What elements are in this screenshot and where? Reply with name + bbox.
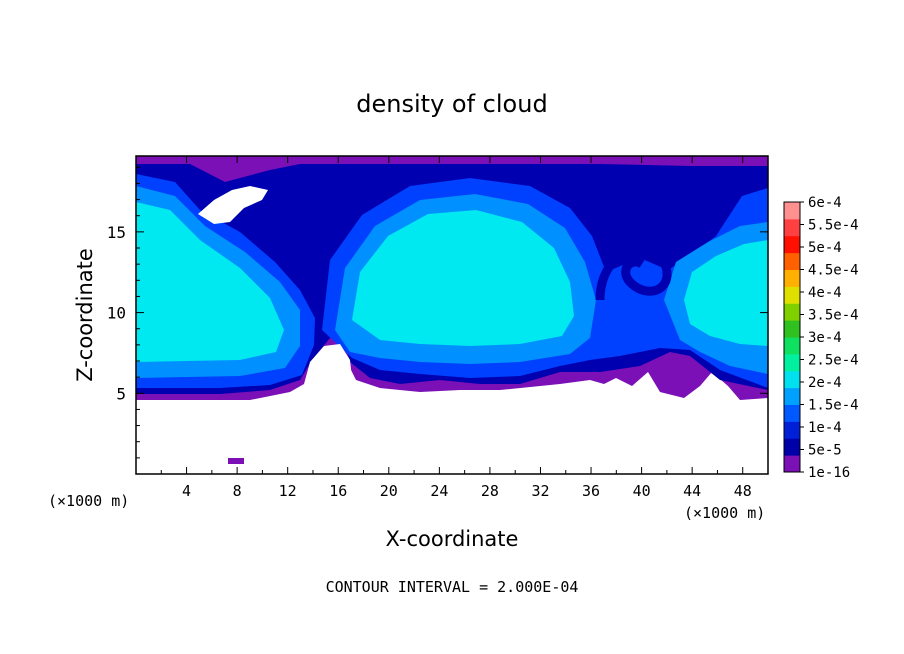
colorbar-swatch [784,320,800,338]
colorbar-swatch [784,202,800,220]
x-tick-label: 28 [481,482,499,500]
cloud-cyan-core-left [136,202,284,362]
colorbar-label: 5e-4 [808,240,842,256]
colorbar-label: 4e-4 [808,285,842,301]
x-tick-label: 12 [279,482,297,500]
x-tick-label: 40 [633,482,651,500]
x-tick-label: 20 [380,482,398,500]
colorbar-swatch [784,353,800,372]
colorbar-swatch [784,404,800,422]
x-tick-label: 48 [734,482,752,500]
y-tick-label: 5 [116,384,126,403]
colorbar-label: 1e-4 [808,420,842,436]
colorbar-label: 2e-4 [808,375,842,391]
x-axis: 4 8 12 16 20 24 28 32 36 40 44 48 [160,156,752,500]
colorbar-label: 5.5e-4 [808,218,859,234]
contour-interval-note: CONTOUR INTERVAL = 2.000E-04 [326,578,579,596]
y-tick-label: 10 [107,304,126,323]
colorbar-label: 1.5e-4 [808,398,859,414]
colorbar-swatch [784,387,800,406]
colorbar-label: 3e-4 [808,330,842,346]
colorbar-swatch [784,455,800,473]
colorbar-swatch [784,370,800,389]
cloud-field [136,156,768,474]
colorbar: 1e-16 5e-5 1e-4 1.5e-4 2e-4 2.5e-4 3e-4 3.5e-4 4… [783,195,859,481]
colorbar-swatch [784,218,800,237]
y-axis: 5 10 15 [107,166,768,459]
colorbar-swatch [784,252,800,271]
x-tick-label: 32 [531,482,549,500]
colorbar-swatch [784,269,800,287]
colorbar-swatch [784,286,800,304]
x-tick-label: 4 [182,482,191,500]
x-tick-label: 36 [582,482,600,500]
colorbar-label: 3.5e-4 [808,308,859,324]
colorbar-swatch [784,235,800,254]
y-axis-title: Z-coordinate [73,248,97,382]
colorbar-label: 1e-16 [808,465,850,481]
x-tick-label: 44 [683,482,701,500]
cloud-vortex-swirl [595,242,672,301]
x-tick-label: 8 [233,482,242,500]
colorbar-label: 6e-4 [808,195,842,211]
cloud-cyan-core-center [352,210,574,346]
isolated-cloud-patch [228,458,244,464]
chart-title: density of cloud [356,90,547,118]
colorbar-label: 5e-5 [808,443,842,459]
colorbar-swatch [784,421,800,439]
x-axis-title: X-coordinate [386,527,519,551]
cloud-gap-top-left [198,186,268,224]
plot-frame [135,155,769,475]
x-tick-label: 24 [430,482,448,500]
colorbar-label: 2.5e-4 [808,353,859,369]
y-tick-label: 15 [107,223,126,242]
x-tick-label: 16 [329,482,347,500]
colorbar-label: 4.5e-4 [808,263,859,279]
x-unit-label-right: (×1000 m) [684,504,765,522]
colorbar-swatch [784,303,800,321]
cloud-gap-bottom-left [304,344,352,384]
colorbar-swatch [784,438,800,456]
cloud-cyan-core-right [684,240,768,346]
x-unit-label-left: (×1000 m) [48,492,129,510]
colorbar-swatch [784,337,800,355]
